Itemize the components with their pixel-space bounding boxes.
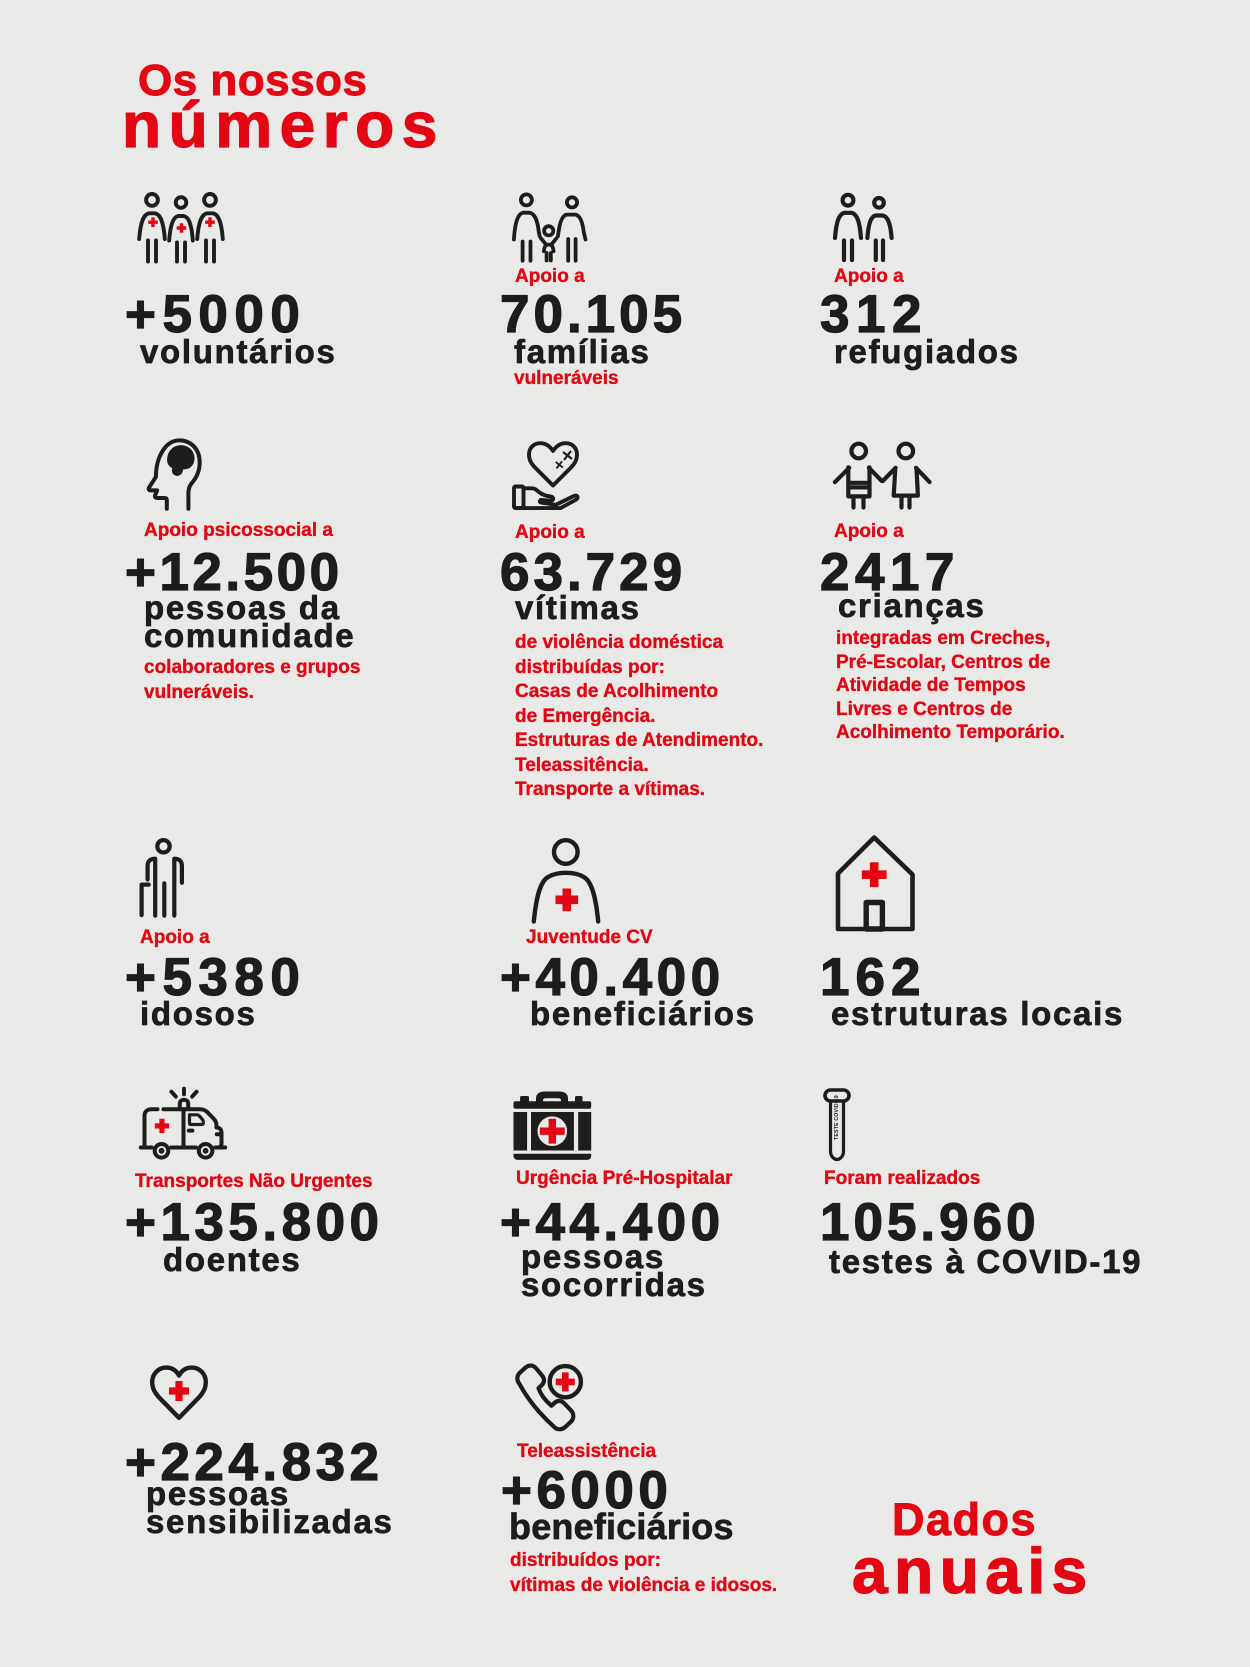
svg-text:TESTE COVID-19: TESTE COVID-19: [834, 1095, 840, 1140]
